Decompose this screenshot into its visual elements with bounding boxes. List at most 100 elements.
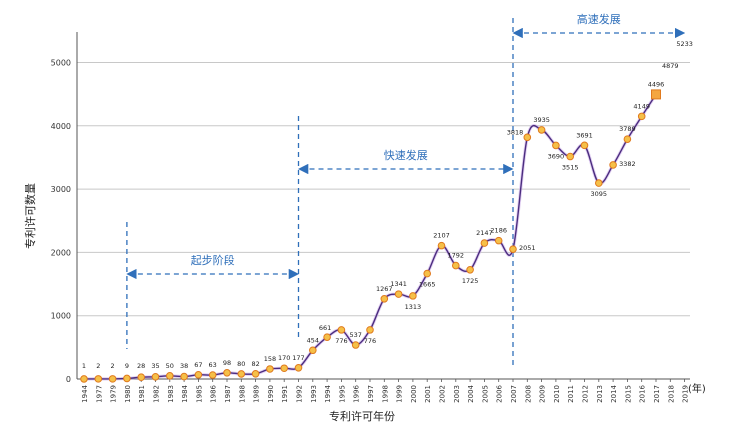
data-point bbox=[309, 346, 317, 355]
data-point-highlight bbox=[651, 89, 661, 100]
data-label: 661 bbox=[319, 324, 331, 332]
data-point bbox=[94, 375, 103, 383]
data-point bbox=[637, 112, 646, 121]
data-label: 63 bbox=[209, 361, 217, 369]
x-tick-label: 2018 bbox=[667, 385, 675, 403]
x-tick-label: 2003 bbox=[453, 385, 461, 403]
x-tick-label: 2004 bbox=[467, 384, 475, 402]
data-label: 3789 bbox=[619, 125, 636, 133]
data-point bbox=[137, 373, 145, 382]
data-point bbox=[323, 333, 331, 341]
data-point bbox=[151, 372, 160, 381]
data-point bbox=[409, 292, 417, 300]
x-tick-label: 2005 bbox=[481, 385, 489, 403]
data-point bbox=[108, 375, 117, 383]
data-label: 454 bbox=[307, 336, 319, 344]
x-tick-label: 2007 bbox=[510, 385, 518, 403]
data-label: 9 bbox=[125, 362, 129, 370]
data-point bbox=[566, 152, 575, 161]
data-point bbox=[623, 135, 632, 143]
data-point bbox=[294, 363, 303, 372]
x-tick-label: 1944 bbox=[81, 384, 89, 402]
x-tick-label: 2002 bbox=[439, 385, 447, 403]
phase-label: 快速发展 bbox=[384, 148, 428, 162]
x-tick-label: 1999 bbox=[396, 385, 404, 403]
data-label: 2051 bbox=[519, 244, 536, 252]
data-point bbox=[466, 266, 474, 274]
data-label: 1 bbox=[82, 362, 86, 370]
x-tick-label: 1993 bbox=[310, 385, 318, 403]
x-tick-label: 1985 bbox=[195, 385, 203, 403]
data-label: 4149 bbox=[633, 102, 650, 110]
x-tick-label: 2011 bbox=[567, 385, 575, 403]
x-tick-label: 2010 bbox=[553, 385, 561, 403]
x-tick-label: 2012 bbox=[582, 385, 590, 403]
data-label: 2 bbox=[111, 362, 115, 370]
data-label: 177 bbox=[292, 354, 304, 362]
x-tick-label: 1987 bbox=[224, 385, 232, 403]
y-tick-label: 3000 bbox=[51, 185, 71, 194]
x-tick-label: 1988 bbox=[238, 385, 246, 403]
x-tick-label: 1984 bbox=[181, 384, 189, 402]
data-point bbox=[494, 236, 503, 245]
grid-lines bbox=[77, 62, 690, 317]
x-tick-label: 2008 bbox=[524, 385, 532, 403]
data-point bbox=[337, 326, 346, 334]
x-tick-label: 1994 bbox=[324, 384, 332, 402]
data-point bbox=[351, 341, 360, 349]
data-point bbox=[609, 161, 617, 169]
data-label: 2186 bbox=[490, 227, 507, 235]
data-label: 1725 bbox=[462, 277, 479, 285]
data-points bbox=[80, 89, 661, 383]
phase-label: 起步阶段 bbox=[191, 253, 235, 267]
data-label: 50 bbox=[166, 362, 174, 370]
data-point bbox=[223, 368, 231, 377]
data-label: 2147 bbox=[476, 229, 493, 237]
x-tick-label: 1991 bbox=[281, 385, 289, 403]
data-point bbox=[509, 245, 517, 253]
y-tick-label: 5000 bbox=[51, 59, 71, 68]
data-point bbox=[237, 370, 246, 378]
data-point bbox=[166, 372, 174, 380]
data-label: 1341 bbox=[390, 280, 407, 288]
data-point bbox=[180, 372, 188, 381]
x-tick-label: 1996 bbox=[353, 384, 361, 402]
data-label: 3095 bbox=[591, 190, 608, 198]
data-label: 170 bbox=[278, 354, 290, 362]
data-point bbox=[552, 141, 560, 150]
x-tick-label: 1983 bbox=[167, 385, 175, 403]
x-tick-label: 1990 bbox=[267, 385, 275, 403]
data-point bbox=[452, 261, 460, 270]
x-tick-label: 2014 bbox=[610, 384, 618, 402]
data-label: 1267 bbox=[376, 285, 393, 293]
x-axis-title: 专利许可年份 bbox=[329, 409, 395, 423]
data-label: 537 bbox=[349, 331, 361, 339]
x-tick-label: 2017 bbox=[653, 385, 661, 403]
x-tick-label: 2013 bbox=[596, 385, 604, 403]
data-point bbox=[251, 370, 260, 378]
data-point bbox=[266, 365, 274, 373]
x-tick-label: 1977 bbox=[95, 385, 103, 403]
phase-label: 高速发展 bbox=[577, 12, 621, 26]
y-axis-title: 专利许可数量 bbox=[23, 183, 37, 249]
data-label: 80 bbox=[237, 360, 245, 368]
data-point bbox=[394, 290, 403, 298]
data-point bbox=[80, 375, 88, 383]
x-tick-label: 2001 bbox=[424, 385, 432, 403]
data-label: 4879 bbox=[662, 62, 679, 70]
x-tick-label: 1979 bbox=[110, 385, 118, 403]
x-tick-label: 1981 bbox=[138, 385, 146, 403]
y-tick-label: 0 bbox=[66, 375, 71, 384]
data-point bbox=[595, 179, 603, 187]
data-label: 4496 bbox=[648, 80, 665, 88]
x-tick-label: 1995 bbox=[338, 385, 346, 403]
x-tick-label: 1980 bbox=[124, 385, 132, 403]
data-label: 3691 bbox=[576, 131, 593, 139]
data-label: 67 bbox=[194, 361, 202, 369]
x-tick-label: 2006 bbox=[496, 384, 504, 402]
data-point bbox=[480, 239, 489, 247]
